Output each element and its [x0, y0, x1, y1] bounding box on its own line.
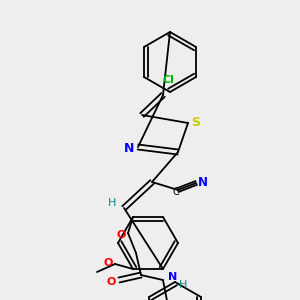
Text: N: N: [198, 176, 208, 188]
Text: H: H: [179, 280, 187, 290]
Text: S: S: [191, 116, 200, 128]
Text: C: C: [172, 187, 179, 197]
Text: N: N: [124, 142, 134, 155]
Text: O: O: [116, 230, 126, 240]
Text: H: H: [108, 198, 116, 208]
Text: O: O: [106, 277, 116, 287]
Text: Cl: Cl: [162, 75, 174, 85]
Text: N: N: [168, 272, 178, 282]
Text: O: O: [103, 258, 113, 268]
